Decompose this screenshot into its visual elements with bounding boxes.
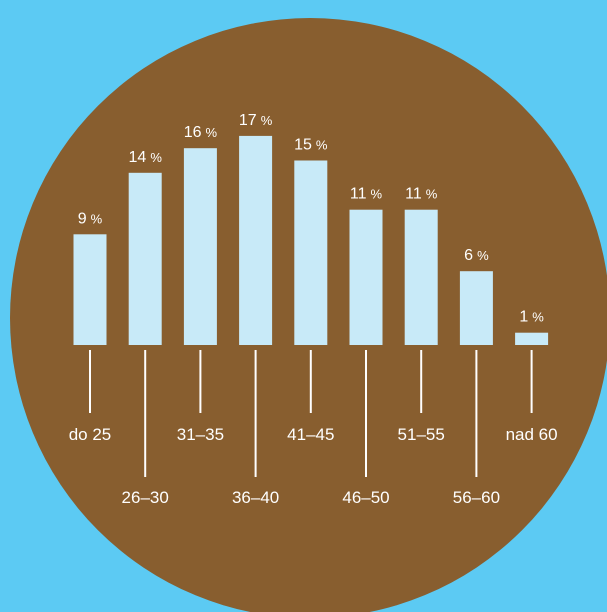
value-number: 11: [350, 186, 367, 203]
bar-4: [239, 135, 273, 345]
value-label-7: 11%: [405, 186, 438, 203]
value-label-3: 16%: [184, 124, 218, 141]
value-number: 17: [239, 112, 257, 129]
value-label-5: 15%: [294, 137, 328, 154]
bar-3: [183, 148, 217, 345]
value-label-2: 14%: [129, 149, 163, 166]
bars-layer: [73, 135, 549, 345]
bar-1: [73, 234, 107, 345]
value-number: 15: [294, 137, 312, 154]
value-number: 9: [78, 210, 87, 227]
bar-5: [294, 160, 328, 345]
bar-8: [459, 271, 493, 345]
category-label-1: do 25: [69, 425, 112, 444]
bar-9: [515, 332, 549, 345]
category-label-9: nad 60: [506, 425, 558, 444]
bar-6: [349, 209, 383, 345]
category-label-2: 26–30: [122, 488, 169, 507]
value-number: 11: [405, 186, 422, 203]
value-number: 16: [184, 124, 202, 141]
value-unit: %: [477, 248, 489, 263]
category-label-3: 31–35: [177, 425, 224, 444]
value-unit: %: [316, 138, 328, 153]
category-label-8: 56–60: [453, 488, 500, 507]
value-unit: %: [261, 113, 273, 128]
bar-2: [128, 172, 162, 345]
value-number: 6: [464, 247, 473, 264]
value-unit: %: [91, 211, 103, 226]
value-unit: %: [426, 187, 438, 202]
category-label-5: 41–45: [287, 425, 334, 444]
value-unit: %: [371, 187, 383, 202]
value-unit: %: [532, 310, 544, 325]
value-label-8: 6%: [464, 247, 489, 264]
value-label-4: 17%: [239, 112, 273, 129]
value-label-6: 11%: [350, 186, 383, 203]
value-number: 1: [519, 309, 528, 326]
category-label-7: 51–55: [398, 425, 445, 444]
category-label-6: 46–50: [342, 488, 389, 507]
value-unit: %: [206, 125, 218, 140]
category-label-4: 36–40: [232, 488, 279, 507]
value-number: 14: [129, 149, 147, 166]
value-label-1: 9%: [78, 210, 103, 227]
bar-7: [404, 209, 438, 345]
value-unit: %: [150, 150, 162, 165]
value-label-9: 1%: [519, 309, 544, 326]
